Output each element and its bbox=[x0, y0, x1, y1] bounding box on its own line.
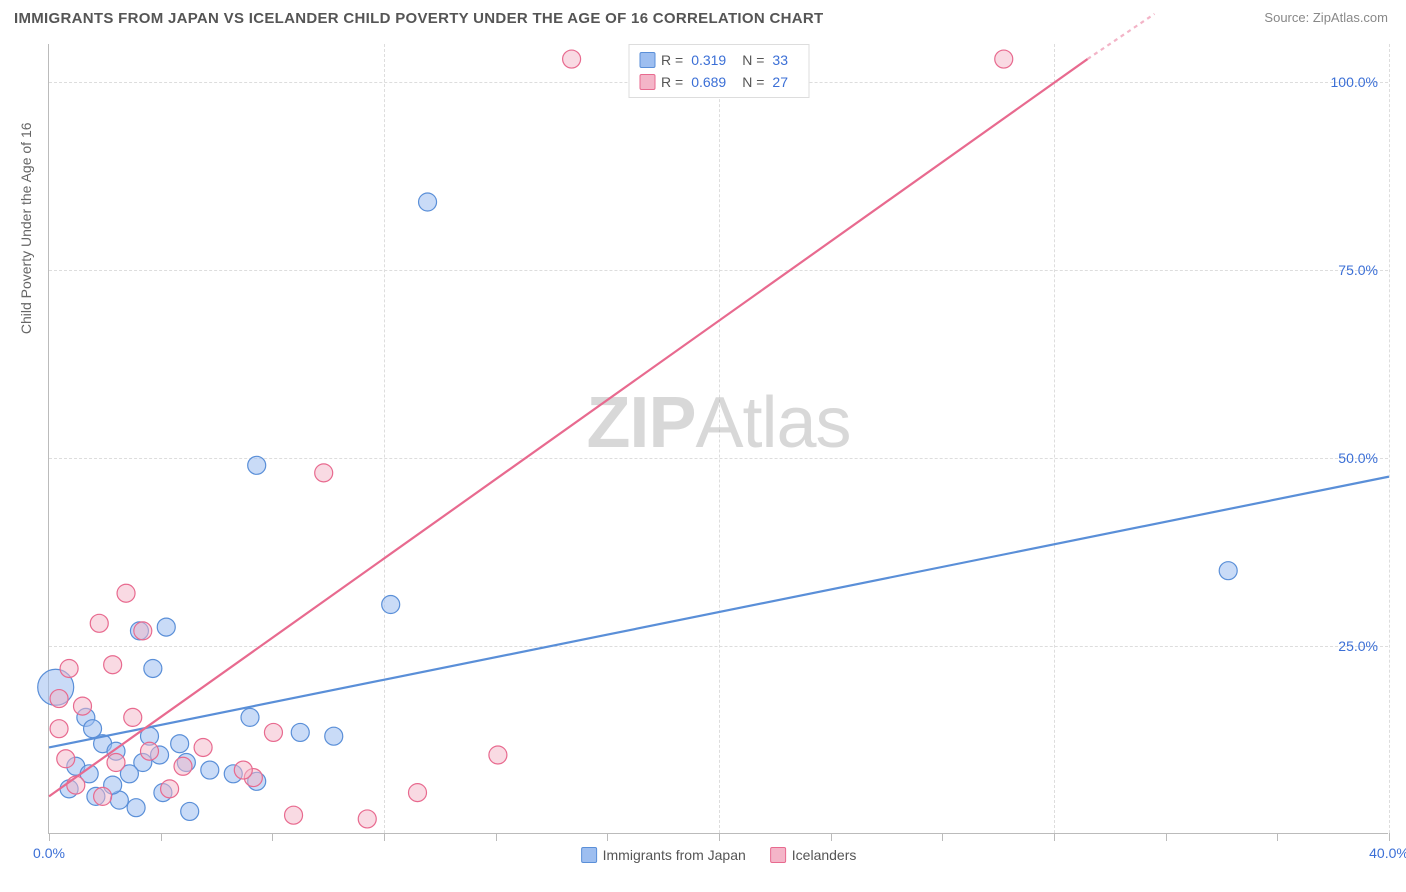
x-tick bbox=[719, 833, 720, 841]
data-point bbox=[358, 810, 376, 828]
source-label: Source: bbox=[1264, 10, 1309, 25]
x-tick bbox=[1389, 833, 1390, 841]
legend-swatch-japan-b bbox=[581, 847, 597, 863]
data-point bbox=[94, 787, 112, 805]
data-point bbox=[563, 50, 581, 68]
n-label-0: N = bbox=[742, 49, 764, 71]
y-tick-label: 100.0% bbox=[1331, 74, 1378, 90]
data-point bbox=[50, 690, 68, 708]
data-point bbox=[124, 708, 142, 726]
data-point bbox=[57, 750, 75, 768]
x-tick bbox=[384, 833, 385, 841]
data-point bbox=[234, 761, 252, 779]
legend-series: Immigrants from Japan Icelanders bbox=[581, 847, 857, 863]
y-tick-label: 75.0% bbox=[1338, 262, 1378, 278]
x-tick-label: 40.0% bbox=[1369, 845, 1406, 861]
data-point bbox=[995, 50, 1013, 68]
data-point bbox=[248, 456, 266, 474]
data-point bbox=[1219, 562, 1237, 580]
r-label-1: R = bbox=[661, 71, 683, 93]
data-point bbox=[315, 464, 333, 482]
x-tick bbox=[1166, 833, 1167, 841]
x-tick-label: 0.0% bbox=[33, 845, 65, 861]
legend-item-iceland: Icelanders bbox=[770, 847, 857, 863]
n-value-1: 27 bbox=[772, 71, 788, 93]
x-tick bbox=[272, 833, 273, 841]
source-link[interactable]: ZipAtlas.com bbox=[1313, 10, 1388, 25]
legend-stats-row-1: R = 0.689 N = 27 bbox=[639, 71, 798, 93]
data-point bbox=[117, 584, 135, 602]
legend-label-japan: Immigrants from Japan bbox=[603, 847, 746, 863]
x-tick bbox=[831, 833, 832, 841]
data-point bbox=[174, 757, 192, 775]
data-point bbox=[74, 697, 92, 715]
plot-area: ZIPAtlas R = 0.319 N = 33 R = 0.689 N = … bbox=[48, 44, 1388, 834]
y-tick-label: 50.0% bbox=[1338, 450, 1378, 466]
data-point bbox=[171, 735, 189, 753]
data-point bbox=[90, 614, 108, 632]
data-point bbox=[141, 742, 159, 760]
data-point bbox=[107, 754, 125, 772]
trend-line bbox=[49, 59, 1088, 796]
trend-line-dashed bbox=[1088, 14, 1155, 59]
n-value-0: 33 bbox=[772, 49, 788, 71]
data-point bbox=[489, 746, 507, 764]
legend-stats-row-0: R = 0.319 N = 33 bbox=[639, 49, 798, 71]
x-tick bbox=[49, 833, 50, 841]
legend-swatch-japan bbox=[639, 52, 655, 68]
n-label-1: N = bbox=[742, 71, 764, 93]
x-tick bbox=[496, 833, 497, 841]
data-point bbox=[127, 799, 145, 817]
data-point bbox=[104, 656, 122, 674]
data-point bbox=[419, 193, 437, 211]
r-value-1: 0.689 bbox=[691, 71, 726, 93]
chart-title: IMMIGRANTS FROM JAPAN VS ICELANDER CHILD… bbox=[14, 10, 823, 27]
data-point bbox=[181, 802, 199, 820]
data-point bbox=[144, 659, 162, 677]
x-tick bbox=[942, 833, 943, 841]
source-attribution: Source: ZipAtlas.com bbox=[1264, 10, 1388, 25]
data-point bbox=[382, 596, 400, 614]
data-point bbox=[67, 776, 85, 794]
data-point bbox=[194, 738, 212, 756]
legend-stats: R = 0.319 N = 33 R = 0.689 N = 27 bbox=[628, 44, 809, 98]
trend-line bbox=[49, 477, 1389, 748]
x-tick bbox=[1054, 833, 1055, 841]
gridline-x bbox=[1389, 44, 1390, 833]
data-point bbox=[157, 618, 175, 636]
legend-swatch-iceland bbox=[639, 74, 655, 90]
data-point bbox=[161, 780, 179, 798]
y-tick-label: 25.0% bbox=[1338, 638, 1378, 654]
legend-label-iceland: Icelanders bbox=[792, 847, 857, 863]
data-point bbox=[201, 761, 219, 779]
data-point bbox=[60, 659, 78, 677]
data-point bbox=[325, 727, 343, 745]
data-point bbox=[50, 720, 68, 738]
x-tick bbox=[1277, 833, 1278, 841]
scatter-svg bbox=[49, 44, 1388, 833]
data-point bbox=[241, 708, 259, 726]
correlation-chart: IMMIGRANTS FROM JAPAN VS ICELANDER CHILD… bbox=[0, 0, 1406, 892]
legend-item-japan: Immigrants from Japan bbox=[581, 847, 746, 863]
r-label-0: R = bbox=[661, 49, 683, 71]
data-point bbox=[291, 723, 309, 741]
data-point bbox=[134, 622, 152, 640]
data-point bbox=[409, 784, 427, 802]
r-value-0: 0.319 bbox=[691, 49, 726, 71]
x-tick bbox=[161, 833, 162, 841]
data-point bbox=[285, 806, 303, 824]
x-tick bbox=[607, 833, 608, 841]
y-axis-title: Child Poverty Under the Age of 16 bbox=[18, 122, 34, 334]
data-point bbox=[264, 723, 282, 741]
legend-swatch-iceland-b bbox=[770, 847, 786, 863]
